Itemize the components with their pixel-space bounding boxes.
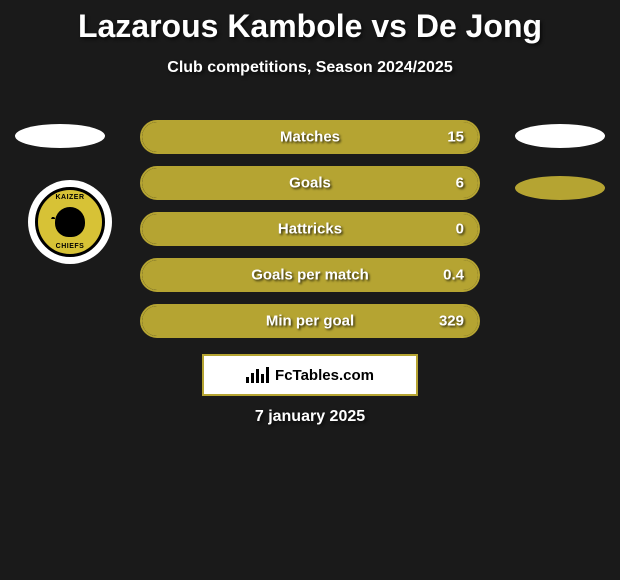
bar-label: Matches	[142, 129, 478, 146]
club-badge-inner: KAIZER CHIEFS	[35, 187, 105, 257]
bar-row-matches: Matches 15	[140, 120, 480, 154]
bar-value: 6	[456, 175, 464, 192]
bar-label: Hattricks	[142, 221, 478, 238]
bar-label: Goals	[142, 175, 478, 192]
player-photo-placeholder-left	[15, 124, 105, 148]
bar-value: 0	[456, 221, 464, 238]
bar-row-goals-per-match: Goals per match 0.4	[140, 258, 480, 292]
chief-head-icon	[55, 207, 85, 237]
brand-card: FcTables.com	[202, 354, 418, 396]
stats-bars: Matches 15 Goals 6 Hattricks 0 Goals per…	[140, 120, 480, 350]
bar-value: 0.4	[443, 267, 464, 284]
bar-value: 15	[447, 129, 464, 146]
bar-label: Min per goal	[142, 313, 478, 330]
bar-row-goals: Goals 6	[140, 166, 480, 200]
club-badge-left: KAIZER CHIEFS	[28, 180, 112, 264]
bar-value: 329	[439, 313, 464, 330]
bar-row-min-per-goal: Min per goal 329	[140, 304, 480, 338]
date-text: 7 january 2025	[0, 408, 620, 426]
club-badge-placeholder-right	[515, 176, 605, 200]
brand-text: FcTables.com	[275, 367, 374, 384]
bar-chart-icon	[246, 367, 269, 383]
club-badge-text-bottom: CHIEFS	[56, 243, 85, 250]
subtitle: Club competitions, Season 2024/2025	[0, 59, 620, 77]
bar-label: Goals per match	[142, 267, 478, 284]
player-photo-placeholder-right	[515, 124, 605, 148]
bar-row-hattricks: Hattricks 0	[140, 212, 480, 246]
page-title: Lazarous Kambole vs De Jong	[0, 0, 620, 45]
